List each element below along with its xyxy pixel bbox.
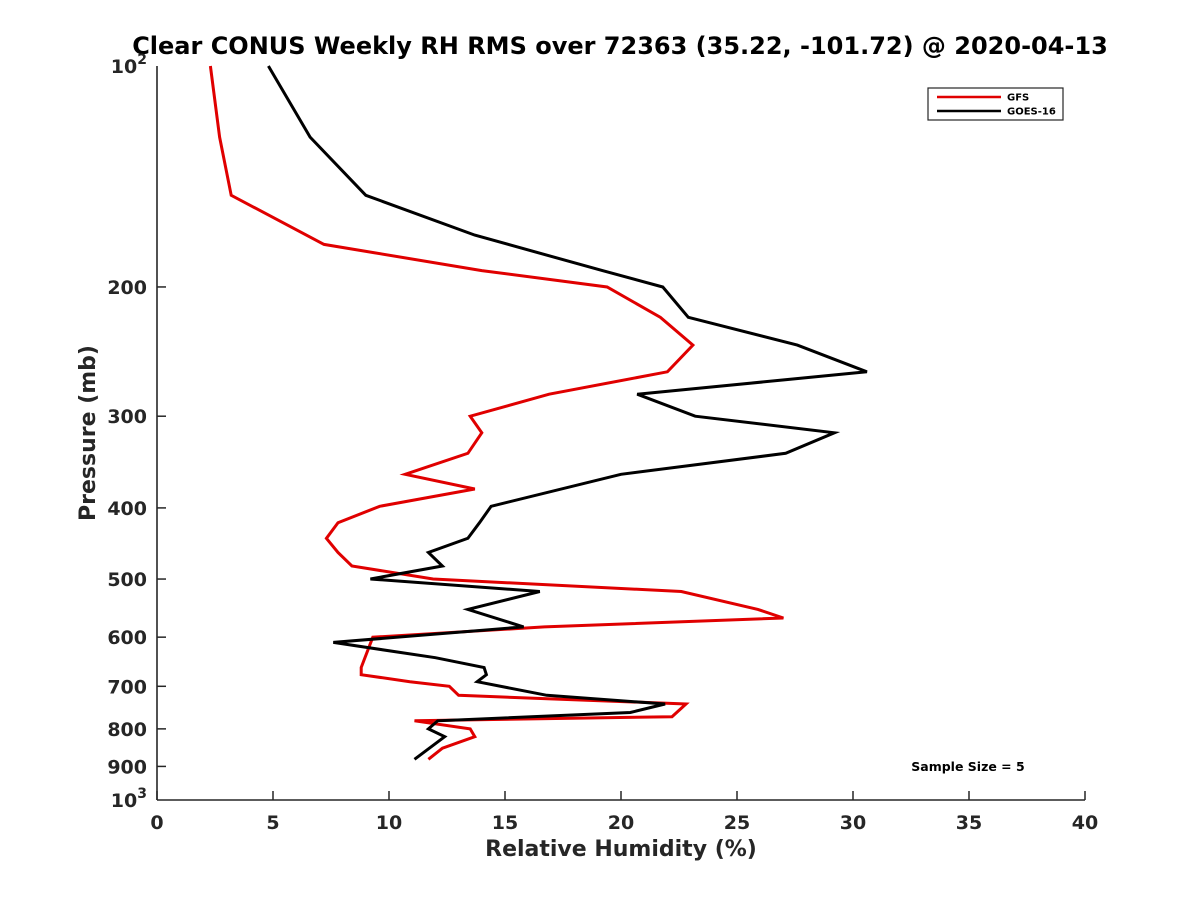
- series-line-goes-16: [267, 65, 868, 761]
- series-layer: [208, 65, 868, 761]
- series-line-gfs: [208, 65, 784, 761]
- y-tick-label: 600: [107, 627, 147, 649]
- sample-size-annotation: Sample Size = 5: [911, 759, 1024, 774]
- y-tick-label: 500: [107, 569, 147, 591]
- x-tick-label: 5: [266, 812, 279, 834]
- x-tick-label: 30: [840, 812, 866, 834]
- legend-box: [927, 87, 1064, 121]
- y-tick-label: 900: [107, 756, 147, 778]
- x-axis-ticks: 0 5 10 15 20 25 30 35 40: [150, 791, 1098, 834]
- y-tick-label: 200: [107, 277, 147, 299]
- y-tick-label: 700: [107, 676, 147, 698]
- y-tick-label: 300: [107, 406, 147, 428]
- x-tick-label: 25: [724, 812, 750, 834]
- y-axis-title: Pressure (mb): [76, 345, 101, 521]
- chart-title: Clear CONUS Weekly RH RMS over 72363 (35…: [132, 32, 1108, 60]
- legend-label: GOES-16: [1007, 107, 1056, 118]
- x-tick-label: 10: [376, 812, 402, 834]
- legend-label: GFS: [1007, 93, 1029, 104]
- y-tick-label-power: 103: [111, 786, 147, 812]
- legend-items: GFS GOES-16: [937, 93, 1056, 118]
- y-tick-power-exponent: 2: [137, 52, 147, 68]
- y-tick-power-exponent: 3: [137, 786, 147, 802]
- x-tick-label: 15: [492, 812, 518, 834]
- y-tick-power-base: 10: [111, 56, 137, 78]
- y-tick-power-base: 10: [111, 790, 137, 812]
- x-axis-title: Relative Humidity (%): [485, 837, 757, 862]
- x-tick-label: 0: [150, 812, 163, 834]
- x-tick-label: 35: [956, 812, 982, 834]
- y-tick-label: 800: [107, 719, 147, 741]
- x-tick-label: 40: [1072, 812, 1098, 834]
- y-tick-label: 400: [107, 498, 147, 520]
- x-tick-label: 20: [608, 812, 634, 834]
- y-tick-label-power: 102: [111, 52, 147, 78]
- legend: GFS GOES-16: [927, 87, 1064, 121]
